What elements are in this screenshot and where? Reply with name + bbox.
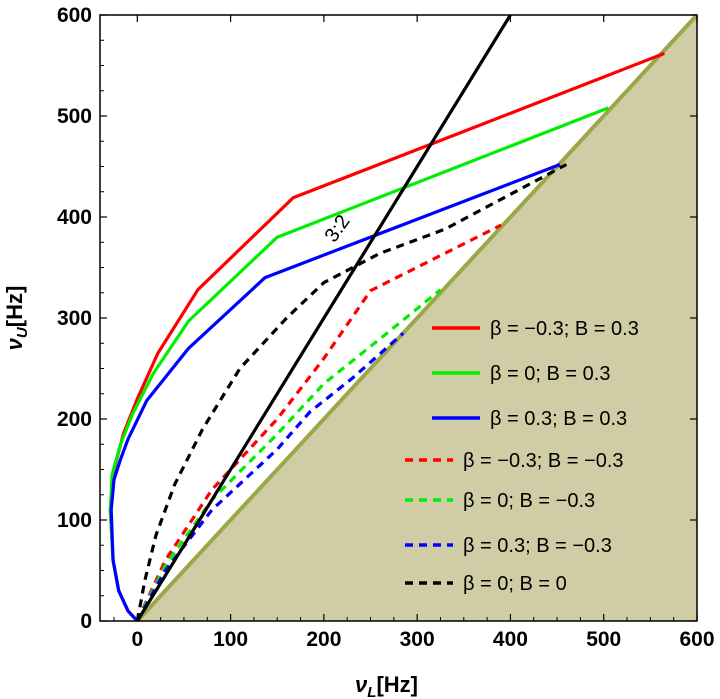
annotation-0: 3:2 [321, 211, 355, 246]
y-tick-label-5: 500 [57, 105, 92, 128]
x-tick-label-4: 400 [493, 628, 528, 651]
annotations-layer: 3:2 [321, 211, 355, 246]
y-tick-label-6: 600 [57, 4, 92, 27]
x-tick-label-2: 200 [306, 628, 341, 651]
series-line-2 [109, 163, 561, 623]
y-tick-label-3: 300 [57, 307, 92, 330]
diagonal-boundary [135, 13, 699, 623]
legend-label-3: β = −0.3; B = −0.3 [463, 450, 624, 472]
series-layer [108, 14, 665, 623]
legend-label-6: β = 0; B = 0 [463, 573, 567, 595]
x-tick-label-3: 300 [400, 628, 435, 651]
legend-label-4: β = 0; B = −0.3 [463, 490, 595, 512]
series-line-4 [135, 288, 442, 622]
series-line-5 [135, 332, 405, 622]
x-tick-label-1: 100 [213, 628, 248, 651]
y-axis-label: νU[Hz] [2, 286, 31, 351]
y-tick-label-2: 200 [57, 408, 92, 431]
legend-label-2: β = 0.3; B = 0.3 [490, 408, 627, 430]
x-axis-label: νL[Hz] [355, 672, 418, 699]
legend-label-0: β = −0.3; B = 0.3 [490, 318, 639, 340]
legend-label-1: β = 0; B = 0.3 [490, 363, 610, 385]
y-tick-label-4: 400 [57, 206, 92, 229]
legend: β = −0.3; B = 0.3 β = 0; B = 0.3 β = 0.3; … [405, 318, 639, 595]
series-line-7 [135, 14, 512, 622]
ticks-layer: 0 100 200 300 400 500 600 0 100 200 300 400 500 600 [57, 4, 715, 651]
x-tick-label-6: 600 [679, 628, 714, 651]
series-line-6 [135, 163, 568, 622]
x-tick-label-0: 0 [131, 628, 143, 651]
series-line-3 [135, 223, 502, 622]
x-tick-label-5: 500 [586, 628, 621, 651]
legend-label-5: β = 0.3; B = −0.3 [463, 535, 612, 557]
y-tick-label-0: 0 [80, 610, 92, 633]
y-tick-label-1: 100 [57, 509, 92, 532]
